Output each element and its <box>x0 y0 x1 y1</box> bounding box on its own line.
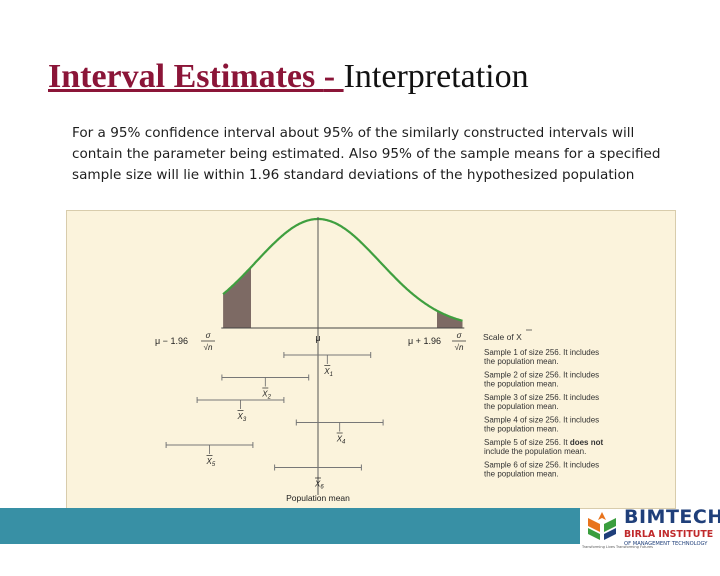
title-rest: Interpretation <box>343 58 529 95</box>
left-tail-region <box>223 267 251 328</box>
logo-subtitle: BIRLA INSTITUTE <box>624 529 714 540</box>
sample-description-line2: the population mean. <box>484 402 559 411</box>
sample-description-line2: the population mean. <box>484 470 559 479</box>
sample-description-line1: Sample 6 of size 256. It includes <box>484 461 599 470</box>
right-bound-sigma: σ <box>457 331 463 340</box>
sample-description-line1: Sample 5 of size 256. It does not <box>484 438 603 447</box>
sample-description-line1: Sample 3 of size 256. It includes <box>484 393 599 402</box>
right-bound-label: μ + 1.96 <box>408 336 441 346</box>
sample-description-line2: the population mean. <box>484 380 559 389</box>
left-bound-label: μ − 1.96 <box>155 336 188 346</box>
sample-description-line1: Sample 4 of size 256. It includes <box>484 416 599 425</box>
left-bound-root-n: √n <box>204 343 213 352</box>
logo-emblem-icon <box>588 512 616 540</box>
sample-mean-label: X2 <box>261 390 271 401</box>
title-separator: - <box>323 58 344 95</box>
sample-description-line2: the population mean. <box>484 357 559 366</box>
slide-title: Interval Estimates - Interpretation <box>48 58 529 96</box>
footer-bar <box>0 508 580 544</box>
sample-description-line1: Sample 1 of size 256. It includes <box>484 348 599 357</box>
sample-interval-5: X5 Sample 5 of size 256. It does notinclu… <box>165 438 603 468</box>
figure-svg: μ − 1.96 σ √n μ μ + 1.96 σ √n Scale of X… <box>155 217 603 503</box>
sample-mean-label: X1 <box>323 367 333 378</box>
sample-mean-label: X5 <box>206 457 216 468</box>
sample-description-line1: Sample 2 of size 256. It includes <box>484 371 599 380</box>
confidence-interval-figure: μ − 1.96 σ √n μ μ + 1.96 σ √n Scale of X… <box>66 210 676 509</box>
scale-label: Scale of X <box>483 332 522 342</box>
sample-mean-label: X4 <box>336 435 346 446</box>
sample-mean-label: X6 <box>314 480 324 491</box>
body-text: For a 95% confidence interval about 95% … <box>72 125 661 183</box>
right-bound-root-n: √n <box>455 343 464 352</box>
sample-description-line2: include the population mean. <box>484 447 586 456</box>
normal-curve <box>222 217 463 322</box>
title-accent: Interval Estimates <box>48 58 324 95</box>
logo-name: BIMTECH <box>624 506 720 528</box>
mean-label: μ <box>315 333 320 343</box>
sample-mean-label: X3 <box>237 412 247 423</box>
left-bound-sigma: σ <box>206 331 212 340</box>
population-mean-label: Population mean <box>286 493 350 503</box>
logo-caption: Transforming Lives Transforming Futures <box>582 545 653 549</box>
bimtech-logo: BIMTECH BIRLA INSTITUTE OF MANAGEMENT TE… <box>582 506 720 550</box>
sample-description-line2: the population mean. <box>484 425 559 434</box>
logo-subtitle-2: OF MANAGEMENT TECHNOLOGY <box>624 541 708 547</box>
